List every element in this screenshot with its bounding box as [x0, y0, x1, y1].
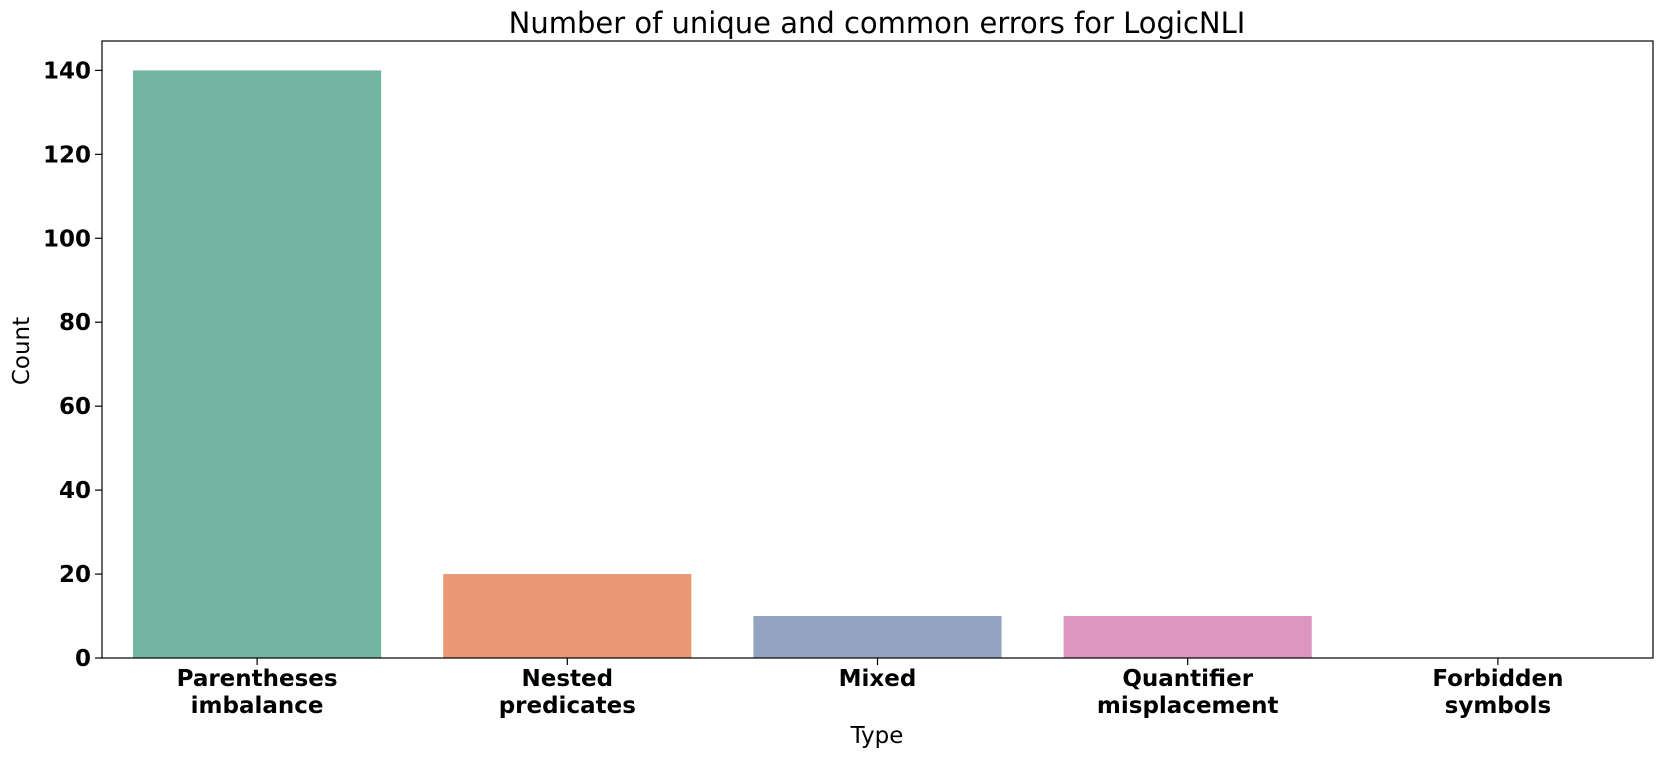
- y-tick-label-5: 100: [43, 226, 91, 252]
- y-tick-label-7: 140: [43, 58, 91, 84]
- bars-layer: [133, 70, 1312, 658]
- bar-2: [753, 616, 1002, 658]
- bar-0: [133, 70, 382, 658]
- y-tick-label-4: 80: [59, 310, 91, 336]
- x-tick-label-0: Parentheses imbalance: [177, 666, 338, 719]
- x-axis-label: Type: [850, 723, 904, 749]
- x-tick-label-3: Quantifier misplacement: [1097, 666, 1279, 719]
- y-axis-label: Count: [9, 317, 35, 385]
- bar-1: [443, 574, 692, 658]
- x-axis: Parentheses imbalance Nested predicates Mixe…: [177, 658, 1563, 719]
- x-tick-label-2: Mixed: [839, 666, 917, 692]
- x-tick-label-1: Nested predicates: [499, 666, 636, 719]
- y-tick-label-6: 120: [43, 142, 91, 168]
- y-tick-label-2: 40: [59, 478, 91, 504]
- bar-3: [1063, 616, 1312, 658]
- y-tick-label-1: 20: [59, 562, 91, 588]
- x-tick-label-4: Forbidden symbols: [1432, 666, 1563, 719]
- y-tick-label-3: 60: [59, 394, 91, 420]
- y-axis: 0 20 40 60 80 100 120 140: [43, 58, 102, 672]
- chart-title: Number of unique and common errors for L…: [509, 6, 1246, 40]
- y-tick-label-0: 0: [75, 646, 91, 672]
